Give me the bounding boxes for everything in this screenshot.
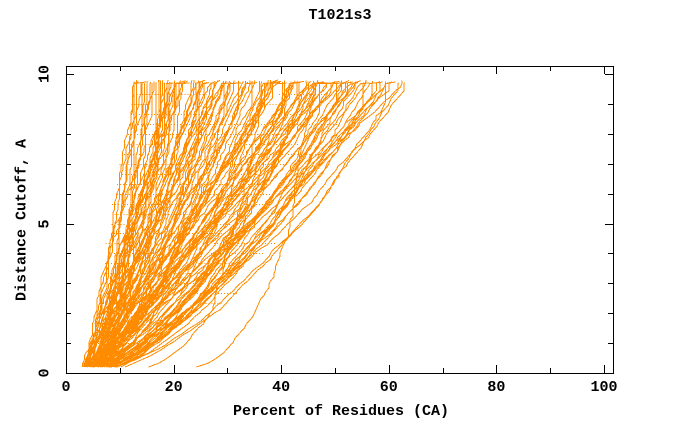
plot-frame bbox=[66, 66, 614, 374]
chart-title: T1021s3 bbox=[308, 7, 372, 24]
xtick-label: 0 bbox=[61, 379, 71, 396]
x-axis-label: Percent of Residues (CA) bbox=[232, 403, 450, 420]
ytick-label: 10 bbox=[36, 64, 54, 84]
xtick-label: 20 bbox=[164, 379, 183, 396]
axis-ticks bbox=[66, 66, 613, 374]
xtick-label: 40 bbox=[272, 379, 291, 396]
xtick-label: 60 bbox=[379, 379, 398, 396]
xtick-label: 80 bbox=[487, 379, 506, 396]
curve-step-texture bbox=[83, 94, 339, 364]
xtick-label: 100 bbox=[590, 379, 618, 396]
ytick-label: 0 bbox=[36, 368, 54, 378]
model-curves bbox=[82, 79, 405, 368]
ytick-label: 5 bbox=[36, 218, 54, 229]
